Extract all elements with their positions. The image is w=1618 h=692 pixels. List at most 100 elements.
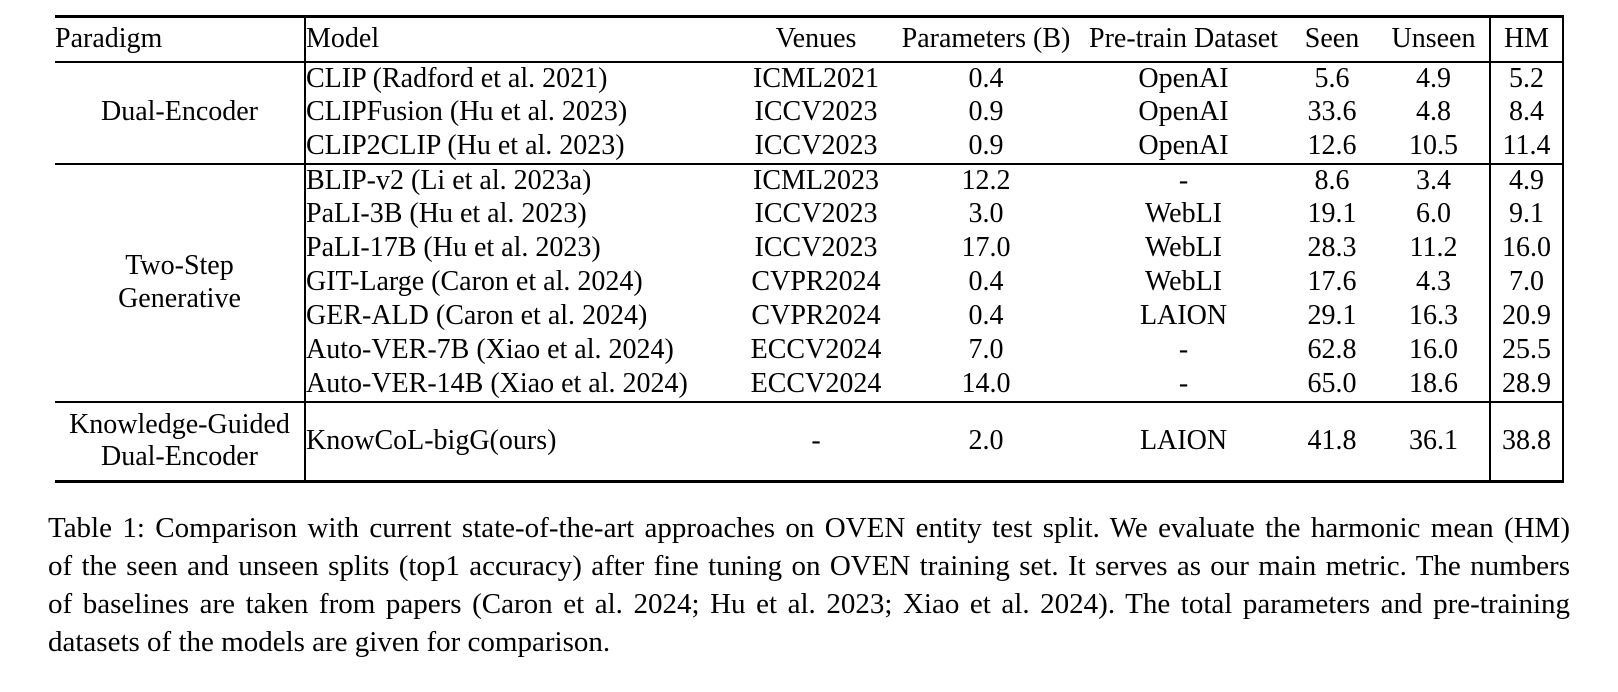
paradigm-cell: Knowledge-Guided Dual-Encoder bbox=[55, 400, 305, 482]
cell-parameters: 0.4 bbox=[968, 62, 1004, 94]
paradigm-line: Knowledge-Guided bbox=[69, 409, 290, 441]
cell-unseen: 4.8 bbox=[1416, 96, 1451, 128]
cell-hm: 25.5 bbox=[1489, 333, 1564, 368]
cell-unseen: 3.4 bbox=[1378, 162, 1490, 198]
cell-venue: ICCV2023 bbox=[754, 198, 878, 230]
cell-pretrain: WebLI bbox=[1144, 198, 1223, 230]
table-row: Auto-VER-7B (Xiao et al. 2024) ECCV2024 … bbox=[55, 333, 1564, 368]
caption-line: of the seen and unseen splits (top1 accu… bbox=[48, 550, 1570, 582]
col-header-hm: HM bbox=[1489, 16, 1564, 63]
header-row: Paradigm Model Venues Parameters (B) Pre… bbox=[55, 16, 1564, 63]
cell-model: CLIP2CLIP (Hu et al. 2023) bbox=[304, 129, 741, 164]
cell-seen: 33.6 bbox=[1307, 96, 1357, 128]
cell-venue: ICML2023 bbox=[741, 162, 891, 198]
cell-model: PaLI-3B (Hu et al. 2023) bbox=[304, 197, 741, 232]
paradigm-line: Generative bbox=[118, 282, 241, 314]
cell-model: CLIPFusion (Hu et al. 2023) bbox=[304, 95, 741, 130]
cell-venue: ICCV2023 bbox=[754, 129, 878, 161]
cell-unseen: 4.9 bbox=[1416, 62, 1451, 94]
cell-seen: 5.6 bbox=[1314, 62, 1350, 94]
cell-hm: 4.9 bbox=[1489, 162, 1564, 198]
cell-pretrain: OpenAI bbox=[1138, 62, 1229, 94]
cell-venue: ICCV2023 bbox=[754, 96, 878, 128]
table-caption: Table 1: Comparison with current state-o… bbox=[48, 509, 1570, 661]
cell-pretrain: WebLI bbox=[1144, 232, 1223, 264]
comparison-table: Paradigm Model Venues Parameters (B) Pre… bbox=[55, 15, 1564, 483]
cell-unseen: 6.0 bbox=[1416, 198, 1451, 230]
cell-parameters: 12.2 bbox=[891, 162, 1081, 198]
table-row: PaLI-3B (Hu et al. 2023) ICCV2023 3.0 We… bbox=[55, 197, 1564, 232]
table-row: Auto-VER-14B (Xiao et al. 2024) ECCV2024… bbox=[55, 367, 1564, 402]
cell-unseen: 16.0 bbox=[1409, 334, 1458, 366]
cell-pretrain: - bbox=[1081, 162, 1286, 198]
cell-unseen: 16.3 bbox=[1409, 300, 1458, 332]
table-row: GIT-Large (Caron et al. 2024) CVPR2024 0… bbox=[55, 265, 1564, 300]
table-row: GER-ALD (Caron et al. 2024) CVPR2024 0.4… bbox=[55, 299, 1564, 334]
caption-line: of baselines are taken from papers (Caro… bbox=[48, 588, 1570, 620]
cell-venue: ICML2021 bbox=[753, 62, 879, 94]
cell-seen: 12.6 bbox=[1307, 129, 1357, 161]
cell-parameters: 17.0 bbox=[961, 232, 1011, 264]
cell-pretrain: LAION bbox=[1081, 400, 1286, 482]
cell-pretrain: LAION bbox=[1139, 300, 1228, 332]
paradigm-cell: Two-Step Generative bbox=[55, 162, 305, 402]
table-row: PaLI-17B (Hu et al. 2023) ICCV2023 17.0 … bbox=[55, 231, 1564, 266]
cell-model: Auto-VER-7B (Xiao et al. 2024) bbox=[304, 333, 741, 368]
cell-seen: 29.1 bbox=[1307, 300, 1357, 332]
cell-model: CLIP (Radford et al. 2021) bbox=[304, 61, 741, 96]
col-header-parameters: Parameters (B) bbox=[891, 16, 1081, 63]
cell-pretrain: OpenAI bbox=[1138, 96, 1229, 128]
cell-parameters: 3.0 bbox=[968, 198, 1004, 230]
cell-unseen: 4.3 bbox=[1416, 266, 1451, 298]
paradigm-line: Two-Step bbox=[125, 250, 234, 282]
cell-model: KnowCoL-bigG(ours) bbox=[304, 400, 741, 482]
cell-parameters: 0.4 bbox=[968, 266, 1004, 298]
col-header-venues: Venues bbox=[741, 16, 891, 63]
caption-line: Table 1: Comparison with current state-o… bbox=[48, 512, 1570, 544]
cell-hm: 11.4 bbox=[1489, 129, 1564, 164]
cell-venue: - bbox=[741, 400, 891, 482]
cell-hm: 9.1 bbox=[1489, 197, 1564, 232]
cell-unseen: 10.5 bbox=[1409, 129, 1458, 161]
cell-hm: 20.9 bbox=[1489, 299, 1564, 334]
cell-venue: ECCV2024 bbox=[750, 334, 882, 366]
cell-venue: CVPR2024 bbox=[751, 300, 881, 332]
cell-venue: ICCV2023 bbox=[754, 232, 878, 264]
table-row: Dual-Encoder CLIP (Radford et al. 2021) … bbox=[55, 61, 1564, 127]
col-header-paradigm: Paradigm bbox=[55, 16, 305, 63]
cell-seen: 41.8 bbox=[1286, 400, 1378, 482]
cell-seen: 8.6 bbox=[1286, 162, 1378, 198]
cell-unseen: 36.1 bbox=[1378, 400, 1490, 482]
cell-venue: CVPR2024 bbox=[751, 266, 881, 298]
table-row: Knowledge-Guided Dual-Encoder KnowCoL-bi… bbox=[55, 400, 1564, 482]
cell-venue: ECCV2024 bbox=[750, 367, 882, 399]
table-row: CLIP2CLIP (Hu et al. 2023) ICCV2023 0.9 … bbox=[55, 129, 1564, 164]
cell-seen: 62.8 bbox=[1307, 334, 1357, 366]
col-header-pretrain: Pre-train Dataset bbox=[1081, 16, 1286, 63]
cell-parameters: 0.4 bbox=[968, 300, 1004, 332]
cell-pretrain: OpenAI bbox=[1138, 129, 1229, 161]
cell-hm: 38.8 bbox=[1489, 400, 1564, 482]
cell-hm: 8.4 bbox=[1489, 95, 1564, 130]
paradigm-cell: Dual-Encoder bbox=[100, 96, 259, 128]
cell-model: BLIP-v2 (Li et al. 2023a) bbox=[304, 162, 741, 198]
cell-parameters: 0.9 bbox=[968, 129, 1004, 161]
cell-model: GER-ALD (Caron et al. 2024) bbox=[304, 299, 741, 334]
cell-parameters: 14.0 bbox=[961, 367, 1011, 399]
cell-hm: 7.0 bbox=[1489, 265, 1564, 300]
cell-parameters: 2.0 bbox=[891, 400, 1081, 482]
table-row: Two-Step Generative BLIP-v2 (Li et al. 2… bbox=[55, 162, 1564, 402]
paradigm-line: Dual-Encoder bbox=[100, 441, 259, 473]
cell-seen: 28.3 bbox=[1307, 232, 1357, 264]
cell-parameters: 7.0 bbox=[968, 334, 1004, 366]
table-row: CLIPFusion (Hu et al. 2023) ICCV2023 0.9… bbox=[55, 95, 1564, 130]
cell-model: GIT-Large (Caron et al. 2024) bbox=[304, 265, 741, 300]
cell-unseen: 18.6 bbox=[1409, 367, 1458, 399]
col-header-unseen: Unseen bbox=[1378, 16, 1490, 63]
cell-pretrain: WebLI bbox=[1144, 266, 1223, 298]
cell-seen: 19.1 bbox=[1307, 198, 1357, 230]
col-header-model: Model bbox=[304, 16, 741, 63]
cell-model: Auto-VER-14B (Xiao et al. 2024) bbox=[304, 367, 741, 402]
cell-pretrain: - bbox=[1178, 334, 1189, 366]
